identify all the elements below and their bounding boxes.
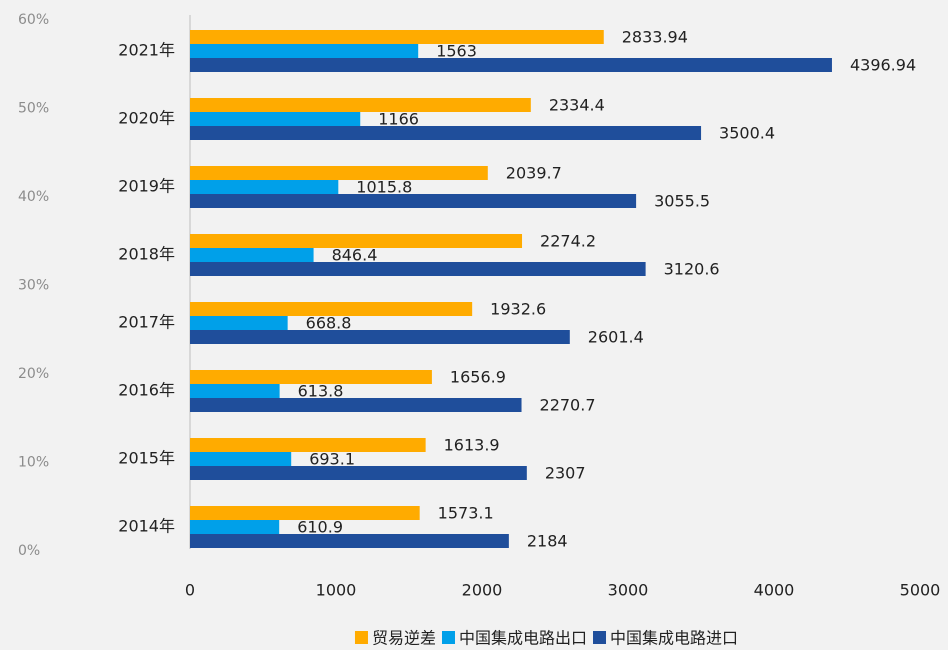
y2-tick-label: 60%: [18, 12, 49, 28]
data-label: 2274.2: [540, 232, 596, 251]
data-label: 613.8: [298, 382, 344, 401]
category-label: 2014年: [118, 517, 175, 536]
bar: [190, 370, 432, 384]
bar: [190, 466, 527, 480]
data-label: 2184: [527, 532, 568, 551]
data-label: 1613.9: [444, 436, 500, 455]
bar: [190, 98, 531, 112]
x-tick-label: 4000: [754, 581, 795, 600]
data-label: 3120.6: [664, 260, 720, 279]
legend-swatch: [593, 631, 607, 644]
bar: [190, 384, 280, 398]
x-tick-label: 3000: [608, 581, 649, 600]
data-label: 2601.4: [588, 328, 644, 347]
bar: [190, 316, 288, 330]
y2-tick-label: 10%: [18, 455, 49, 471]
bar: [190, 438, 426, 452]
bar: [190, 58, 832, 72]
category-label: 2018年: [118, 245, 175, 264]
x-tick-label: 1000: [316, 581, 357, 600]
bar: [190, 262, 646, 276]
data-label: 693.1: [309, 450, 355, 469]
bar: [190, 112, 361, 126]
bar: [190, 180, 339, 194]
data-label: 2833.94: [622, 28, 688, 47]
legend-label: 中国集成电路出口: [459, 629, 587, 648]
legend-label: 贸易逆差: [372, 629, 436, 648]
data-label: 1656.9: [450, 368, 506, 387]
bar: [190, 330, 570, 344]
legend-swatch: [441, 631, 455, 644]
y2-tick-label: 30%: [18, 278, 49, 294]
x-tick-label: 2000: [462, 581, 503, 600]
bar: [190, 248, 314, 262]
bar: [190, 452, 292, 466]
bar: [190, 194, 637, 208]
category-label: 2021年: [118, 41, 175, 60]
data-label: 846.4: [332, 246, 378, 265]
data-label: 2039.7: [506, 164, 562, 183]
bar: [190, 126, 702, 140]
x-tick-label: 0: [185, 581, 195, 600]
bar: [190, 44, 419, 58]
category-label: 2019年: [118, 177, 175, 196]
data-label: 1166: [378, 110, 419, 129]
y2-tick-label: 40%: [18, 189, 49, 205]
bar: [190, 234, 523, 248]
y2-tick-label: 0%: [18, 543, 40, 559]
data-label: 3500.4: [719, 124, 775, 143]
y2-tick-label: 50%: [18, 101, 49, 117]
category-label: 2020年: [118, 109, 175, 128]
data-label: 1563: [436, 42, 477, 61]
bar: [190, 506, 420, 520]
bar: [190, 166, 488, 180]
data-label: 2334.4: [549, 96, 605, 115]
data-label: 1932.6: [490, 300, 546, 319]
data-label: 2307: [545, 464, 586, 483]
legend-swatch: [354, 631, 368, 644]
bar: [190, 30, 604, 44]
y2-tick-label: 20%: [18, 366, 49, 382]
x-tick-label: 5000: [900, 581, 941, 600]
bar: [190, 534, 509, 548]
bar: [190, 398, 522, 412]
bar: [190, 302, 473, 316]
bar: [190, 520, 280, 534]
data-label: 4396.94: [850, 56, 916, 75]
data-label: 2270.7: [540, 396, 596, 415]
legend-label: 中国集成电路进口: [610, 629, 738, 648]
data-label: 3055.5: [654, 192, 710, 211]
category-label: 2015年: [118, 449, 175, 468]
data-label: 610.9: [297, 518, 343, 537]
category-label: 2016年: [118, 381, 175, 400]
data-label: 1015.8: [356, 178, 412, 197]
data-label: 1573.1: [438, 504, 494, 523]
data-label: 668.8: [306, 314, 352, 333]
category-label: 2017年: [118, 313, 175, 332]
